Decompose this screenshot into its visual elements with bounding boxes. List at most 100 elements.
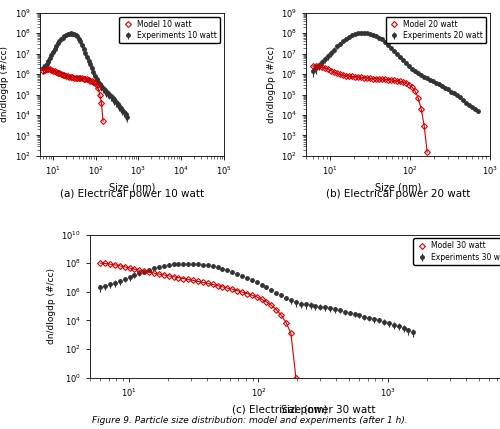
Model 20 watt	[358, 75, 364, 80]
Model 20 watt	[322, 66, 328, 71]
Model 20 watt	[348, 74, 354, 79]
Model 10 watt	[64, 73, 70, 79]
Model 10 watt	[94, 82, 100, 88]
Model 20 watt	[373, 76, 379, 81]
Model 20 watt	[330, 69, 336, 74]
Model 10 watt	[100, 118, 106, 124]
Model 10 watt	[66, 74, 72, 79]
Model 10 watt	[82, 76, 88, 82]
Model 30 watt	[116, 263, 122, 269]
Model 20 watt	[312, 63, 318, 69]
Model 30 watt	[176, 275, 182, 280]
Model 10 watt	[74, 76, 80, 81]
Model 10 watt	[90, 80, 96, 85]
Y-axis label: dn/dlogDp (#/cc): dn/dlogDp (#/cc)	[266, 46, 276, 123]
Text: Figure 9. Particle size distribution: model and experiments (after 1 h).: Figure 9. Particle size distribution: mo…	[92, 416, 408, 425]
Model 10 watt	[84, 77, 90, 82]
Model 30 watt	[146, 270, 152, 275]
Model 30 watt	[224, 285, 230, 290]
Model 10 watt	[87, 78, 93, 83]
Model 10 watt	[76, 76, 82, 81]
Model 10 watt	[86, 77, 91, 82]
Model 10 watt	[45, 66, 51, 72]
Line: Model 10 watt: Model 10 watt	[42, 67, 105, 123]
Model 20 watt	[370, 76, 376, 81]
Legend: Model 10 watt, Experiments 10 watt: Model 10 watt, Experiments 10 watt	[120, 17, 220, 43]
Model 30 watt	[288, 331, 294, 336]
Model 10 watt	[70, 75, 75, 80]
Model 20 watt	[361, 75, 367, 80]
Model 30 watt	[98, 260, 103, 266]
Model 30 watt	[249, 293, 255, 298]
Model 20 watt	[397, 79, 403, 84]
Model 30 watt	[136, 268, 142, 273]
Model 30 watt	[220, 284, 226, 290]
Model 20 watt	[343, 73, 349, 78]
X-axis label: Size (nm): Size (nm)	[375, 183, 422, 193]
Model 20 watt	[334, 71, 340, 76]
Model 20 watt	[388, 77, 394, 82]
Model 30 watt	[151, 271, 157, 276]
Model 20 watt	[415, 95, 421, 100]
Model 10 watt	[48, 67, 54, 73]
Model 30 watt	[293, 375, 299, 380]
Model 30 watt	[190, 278, 196, 283]
Model 10 watt	[95, 86, 101, 91]
Model 30 watt	[268, 303, 274, 308]
Model 20 watt	[424, 150, 430, 155]
X-axis label: Size (nm): Size (nm)	[280, 405, 327, 414]
Model 10 watt	[92, 81, 98, 86]
Model 20 watt	[316, 64, 322, 69]
Model 20 watt	[421, 123, 427, 128]
Legend: Model 20 watt, Experiments 20 watt: Model 20 watt, Experiments 20 watt	[386, 17, 486, 43]
Model 10 watt	[78, 76, 84, 81]
Title: (a) Electrical power 10 watt: (a) Electrical power 10 watt	[60, 190, 204, 199]
Model 20 watt	[328, 68, 334, 73]
Model 20 watt	[336, 72, 342, 77]
Model 10 watt	[52, 69, 58, 74]
Model 20 watt	[409, 85, 415, 90]
Model 20 watt	[364, 76, 370, 81]
Model 20 watt	[324, 66, 330, 72]
Model 30 watt	[278, 313, 284, 318]
Model 10 watt	[44, 67, 50, 72]
Title: (c) Electrical power 30 watt: (c) Electrical power 30 watt	[232, 405, 376, 415]
Model 10 watt	[72, 75, 78, 80]
Model 20 watt	[394, 78, 400, 83]
X-axis label: Size (nm): Size (nm)	[108, 183, 155, 193]
Model 30 watt	[102, 261, 108, 266]
Model 10 watt	[56, 71, 62, 76]
Model 30 watt	[210, 282, 216, 287]
Model 10 watt	[62, 73, 68, 78]
Model 30 watt	[274, 307, 280, 312]
Model 30 watt	[166, 273, 172, 278]
Model 10 watt	[47, 67, 53, 72]
Model 10 watt	[53, 69, 59, 74]
Model 30 watt	[122, 264, 128, 269]
Model 30 watt	[141, 269, 147, 274]
Model 10 watt	[88, 79, 94, 84]
Model 10 watt	[42, 67, 48, 73]
Line: Model 30 watt: Model 30 watt	[98, 261, 298, 380]
Model 30 watt	[239, 290, 245, 295]
Model 10 watt	[63, 73, 69, 78]
Model 20 watt	[400, 80, 406, 85]
Model 20 watt	[355, 75, 361, 80]
Model 20 watt	[376, 76, 382, 82]
Model 30 watt	[200, 280, 206, 285]
Model 10 watt	[58, 72, 64, 77]
Model 20 watt	[310, 63, 316, 69]
Model 30 watt	[229, 287, 235, 292]
Model 10 watt	[80, 76, 86, 81]
Model 20 watt	[340, 73, 346, 78]
Model 20 watt	[318, 65, 324, 70]
Model 30 watt	[132, 266, 138, 272]
Model 30 watt	[234, 288, 240, 293]
Model 30 watt	[126, 266, 132, 271]
Model 30 watt	[107, 262, 113, 267]
Model 10 watt	[68, 75, 74, 80]
Model 20 watt	[385, 77, 391, 82]
Model 30 watt	[283, 320, 289, 325]
Model 30 watt	[264, 299, 270, 305]
Model 10 watt	[98, 100, 104, 105]
